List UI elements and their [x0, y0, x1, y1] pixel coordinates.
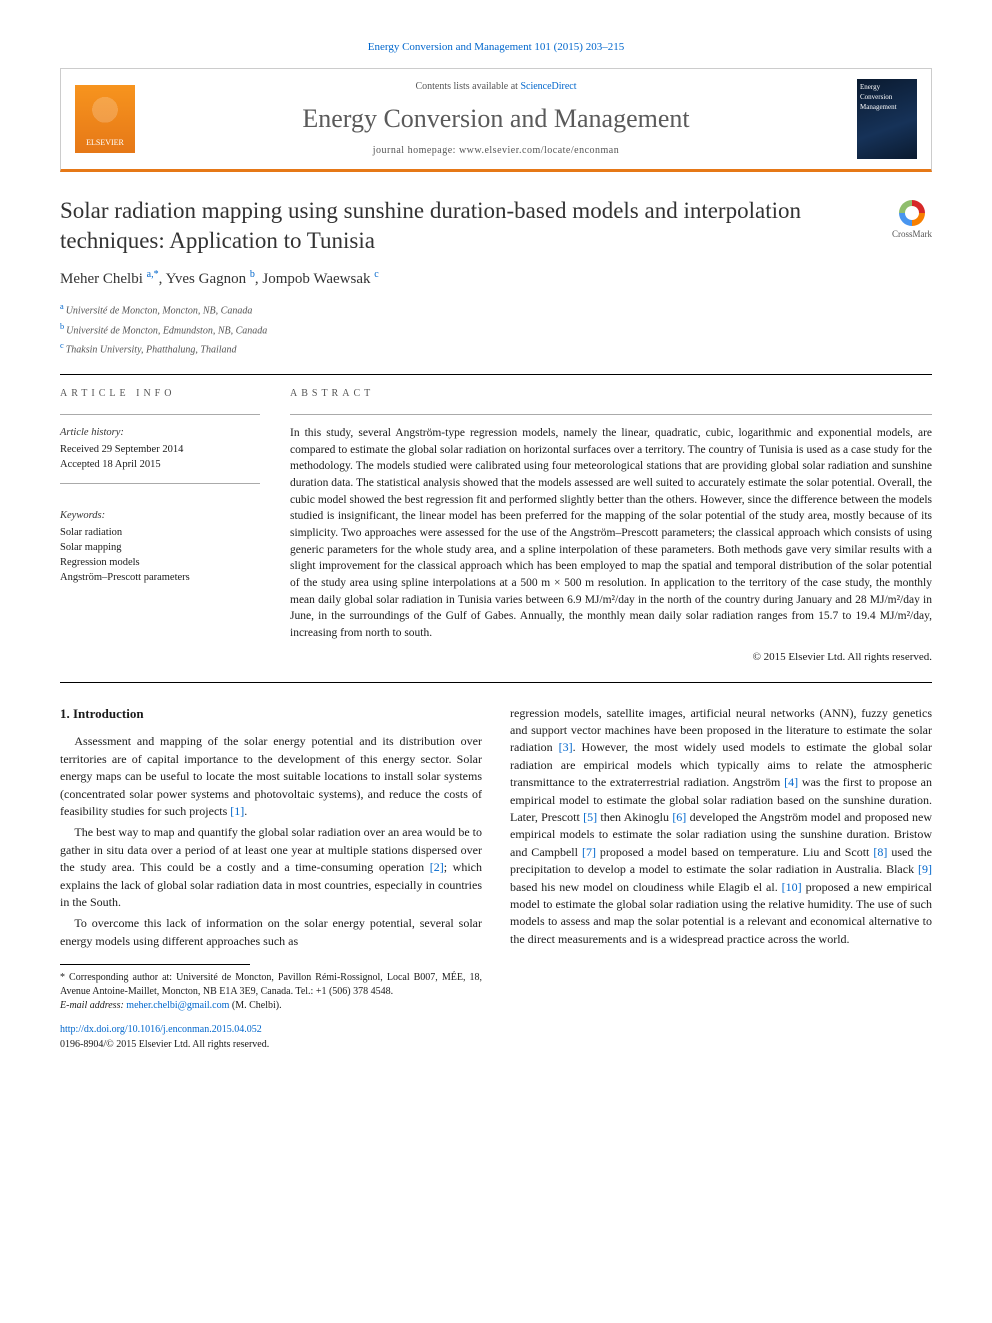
ref-10[interactable]: [10]	[782, 880, 802, 894]
author-1: Meher Chelbi	[60, 271, 143, 287]
author-2: Yves Gagnon	[166, 271, 247, 287]
article-title: Solar radiation mapping using sunshine d…	[60, 196, 876, 256]
ref-5[interactable]: [5]	[583, 810, 597, 824]
keyword-2: Solar mapping	[60, 540, 260, 555]
article-info: article info Article history: Received 2…	[60, 387, 260, 665]
p4h: based his new model on cloudiness while …	[510, 880, 782, 894]
ref-2[interactable]: [2]	[430, 860, 444, 874]
author-3: Jompob Waewsak	[262, 271, 370, 287]
ref-8[interactable]: [8]	[873, 845, 887, 859]
abstract-text: In this study, several Angström-type reg…	[290, 425, 932, 642]
ref-3[interactable]: [3]	[559, 740, 573, 754]
keywords-label: Keywords:	[60, 508, 260, 523]
doi-link[interactable]: http://dx.doi.org/10.1016/j.enconman.201…	[60, 1024, 262, 1035]
rule-abs	[290, 414, 932, 415]
header-citation: Energy Conversion and Management 101 (20…	[60, 40, 932, 56]
p1-end: .	[244, 804, 247, 818]
email-link[interactable]: meher.chelbi@gmail.com	[126, 1000, 229, 1011]
ref-1[interactable]: [1]	[230, 804, 244, 818]
abstract: abstract In this study, several Angström…	[290, 387, 932, 665]
journal-cover-thumb: Energy Conversion Management	[857, 79, 917, 159]
keyword-4: Angström–Prescott parameters	[60, 570, 260, 585]
accepted-date: Accepted 18 April 2015	[60, 457, 260, 472]
crossmark-label: CrossMark	[892, 228, 932, 241]
elsevier-logo: ELSEVIER	[75, 85, 135, 153]
ref-6[interactable]: [6]	[672, 810, 686, 824]
email-suffix: (M. Chelbi).	[232, 1000, 282, 1011]
affiliation-c: Thaksin University, Phatthalung, Thailan…	[66, 344, 237, 355]
journal-name: Energy Conversion and Management	[149, 100, 843, 138]
journal-homepage: journal homepage: www.elsevier.com/locat…	[149, 144, 843, 159]
author-2-sup[interactable]: b	[250, 269, 255, 280]
keyword-3: Regression models	[60, 555, 260, 570]
p2: The best way to map and quantify the glo…	[60, 825, 482, 874]
ref-7[interactable]: [7]	[582, 845, 596, 859]
authors-line: Meher Chelbi a,*, Yves Gagnon b, Jompob …	[60, 268, 932, 291]
body-text: 1. Introduction Assessment and mapping o…	[60, 705, 932, 1014]
corresponding-author: * Corresponding author at: Université de…	[60, 971, 482, 999]
rule-info-2	[60, 483, 260, 484]
section-1-title: 1. Introduction	[60, 705, 482, 724]
ref-9[interactable]: [9]	[918, 862, 932, 876]
ref-4[interactable]: [4]	[784, 775, 798, 789]
journal-banner: ELSEVIER Contents lists available at Sci…	[60, 68, 932, 172]
info-heading: article info	[60, 387, 260, 402]
sciencedirect-link[interactable]: ScienceDirect	[520, 81, 576, 92]
p4f: proposed a model based on temperature. L…	[596, 845, 873, 859]
affiliation-b: Université de Moncton, Edmundston, NB, C…	[66, 325, 267, 336]
email-label: E-mail address:	[60, 1000, 126, 1011]
doi-block: http://dx.doi.org/10.1016/j.enconman.201…	[60, 1023, 932, 1052]
history-label: Article history:	[60, 425, 260, 440]
author-1-sup[interactable]: a,*	[147, 269, 159, 280]
author-3-sup[interactable]: c	[374, 269, 378, 280]
footnote-separator	[60, 964, 250, 965]
rule-top	[60, 374, 932, 375]
rule-bottom	[60, 682, 932, 683]
affiliation-a: Université de Moncton, Moncton, NB, Cana…	[66, 306, 253, 317]
contents-prefix: Contents lists available at	[415, 81, 520, 92]
keyword-1: Solar radiation	[60, 525, 260, 540]
rule-info-1	[60, 414, 260, 415]
abstract-copyright: © 2015 Elsevier Ltd. All rights reserved…	[290, 650, 932, 666]
p1: Assessment and mapping of the solar ener…	[60, 734, 482, 818]
p3: To overcome this lack of information on …	[60, 915, 482, 950]
received-date: Received 29 September 2014	[60, 442, 260, 457]
crossmark-badge[interactable]: CrossMark	[892, 200, 932, 241]
abstract-heading: abstract	[290, 387, 932, 402]
crossmark-icon	[899, 200, 925, 226]
p4d: then Akinoglu	[597, 810, 672, 824]
cover-label: Energy Conversion Management	[860, 82, 914, 112]
banner-center: Contents lists available at ScienceDirec…	[149, 80, 843, 159]
footnotes: * Corresponding author at: Université de…	[60, 971, 482, 1013]
affiliations: aUniversité de Moncton, Moncton, NB, Can…	[60, 300, 932, 358]
contents-line: Contents lists available at ScienceDirec…	[149, 80, 843, 95]
issn-line: 0196-8904/© 2015 Elsevier Ltd. All right…	[60, 1039, 269, 1050]
